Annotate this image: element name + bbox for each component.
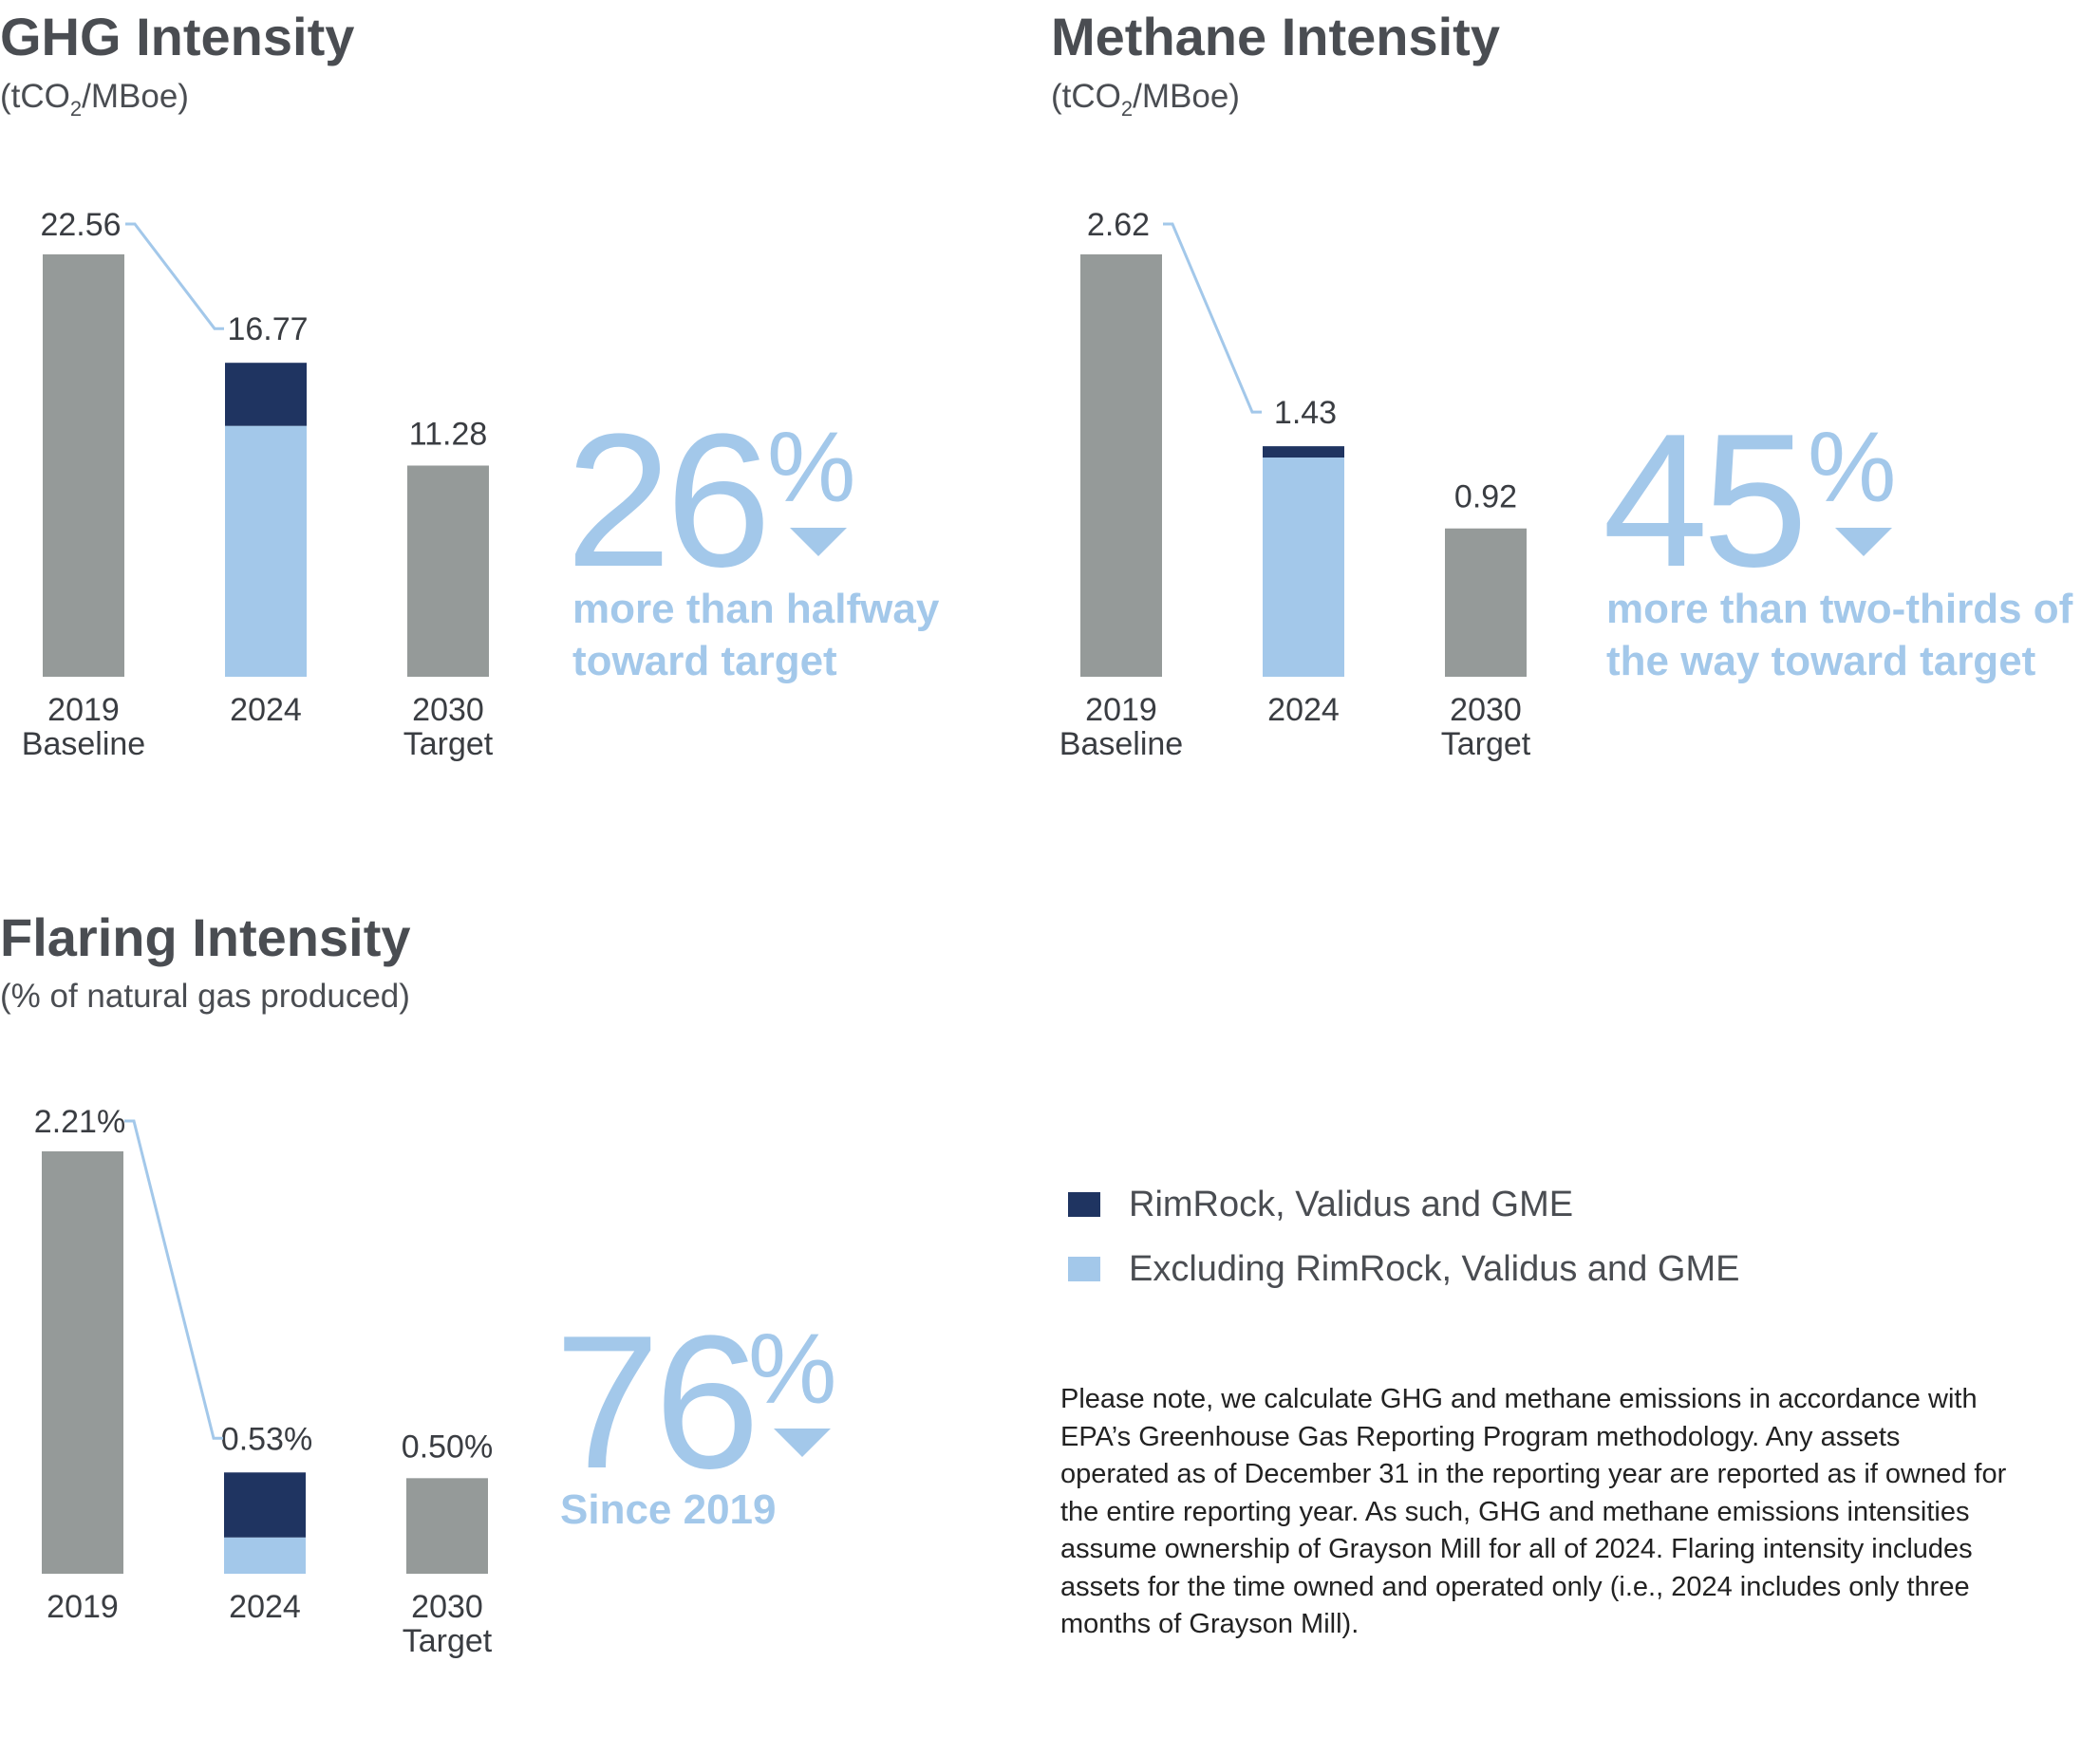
ghg-bar-2-rimrock <box>225 363 307 426</box>
methane-category-label-3-line2: Target <box>1441 726 1531 762</box>
flaring-bar-3 <box>406 1478 488 1574</box>
methane-unit-sub: 2 <box>1120 97 1134 121</box>
methane-value-label-1: 2.62 <box>1087 207 1150 243</box>
legend-label-excluding: Excluding RimRock, Validus and GME <box>1129 1248 1740 1289</box>
ghg-value-label-2: 16.77 <box>227 311 308 347</box>
methane-category-label-1-line2: Baseline <box>1059 726 1183 762</box>
methane-caption-line2: the way toward target <box>1606 638 2036 684</box>
footnote: Please note, we calculate GHG and methan… <box>1060 1384 2007 1639</box>
methane-unit-suffix: /MBoe) <box>1133 78 1240 115</box>
flaring-caption: Since 2019 <box>560 1486 777 1533</box>
ghg-category-label-1-line2: Baseline <box>22 726 145 762</box>
flaring-title: Flaring Intensity <box>0 907 411 967</box>
methane-bar-2-excluding <box>1263 458 1344 677</box>
flaring-down-arrow-icon <box>774 1429 831 1457</box>
methane-caption: more than two-thirds of the way toward ta… <box>1606 583 2072 687</box>
methane-category-label-3-line1: 2030 <box>1450 692 1522 728</box>
ghg-title: GHG Intensity <box>0 7 355 66</box>
flaring-category-label-3-line1: 2030 <box>411 1589 483 1625</box>
ghg-bar-1 <box>43 254 124 677</box>
ghg-unit-prefix: (tCO <box>0 78 70 115</box>
ghg-bar-2-excluding <box>225 425 307 677</box>
ghg-unit-suffix: /MBoe) <box>82 78 189 115</box>
flaring-bar-2-rimrock <box>224 1472 306 1538</box>
ghg-category-label-3-line2: Target <box>403 726 494 762</box>
legend-item-excluding: Excluding RimRock, Validus and GME <box>1068 1237 1739 1301</box>
flaring-big-number: 76 <box>554 1297 759 1508</box>
ghg-down-arrow-icon <box>790 528 847 556</box>
flaring-value-label-1: 2.21% <box>34 1104 125 1140</box>
ghg-category-label-1-line1: 2019 <box>47 692 120 728</box>
ghg-connector-line <box>125 222 224 330</box>
methane-bar-2-rimrock <box>1263 446 1344 458</box>
ghg-percent-sign: % <box>767 412 856 523</box>
methane-big-number: 45 <box>1603 395 1808 607</box>
methane-unit: (tCO2/MBoe) <box>1051 78 1240 121</box>
ghg-value-label-3: 11.28 <box>409 417 488 453</box>
legend-swatch-rimrock <box>1068 1192 1100 1217</box>
flaring-percent-sign: % <box>748 1314 837 1425</box>
ghg-value-label-1: 22.56 <box>40 207 121 243</box>
flaring-category-label-3-line2: Target <box>403 1623 493 1659</box>
flaring-value-label-2: 0.53% <box>221 1421 312 1457</box>
methane-connector-line <box>1163 222 1262 414</box>
methane-bar-1 <box>1080 254 1162 677</box>
ghg-bar-3 <box>407 465 489 677</box>
flaring-value-label-3: 0.50% <box>402 1429 493 1465</box>
methane-unit-prefix: (tCO <box>1051 78 1121 115</box>
flaring-category-label-1-line1: 2019 <box>47 1589 119 1625</box>
ghg-unit: (tCO2/MBoe) <box>0 78 189 121</box>
methane-title: Methane Intensity <box>1051 7 1500 66</box>
flaring-bar-1 <box>42 1151 123 1574</box>
legend-item-rimrock: RimRock, Validus and GME <box>1068 1172 1739 1237</box>
legend-label-rimrock: RimRock, Validus and GME <box>1129 1184 1574 1224</box>
methane-category-label-2-line1: 2024 <box>1267 692 1340 728</box>
flaring-unit: (% of natural gas produced) <box>0 978 410 1015</box>
methane-category-label-1-line1: 2019 <box>1085 692 1157 728</box>
ghg-category-label-2-line1: 2024 <box>230 692 302 728</box>
flaring-bar-2-excluding <box>224 1537 306 1574</box>
methane-value-label-2: 1.43 <box>1274 395 1337 431</box>
flaring-connector-line <box>124 1119 223 1440</box>
methane-percent-sign: % <box>1808 412 1897 523</box>
methane-caption-line1: more than two-thirds of <box>1606 586 2073 632</box>
methane-down-arrow-icon <box>1835 528 1892 556</box>
methane-bar-3 <box>1445 528 1527 677</box>
ghg-big-number: 26 <box>566 395 771 607</box>
flaring-category-label-2-line1: 2024 <box>229 1589 301 1625</box>
ghg-caption-line1: more than halfway <box>572 586 940 632</box>
legend: RimRock, Validus and GME Excluding RimRo… <box>1068 1172 1739 1301</box>
legend-swatch-excluding <box>1068 1257 1100 1281</box>
ghg-caption-line2: toward target <box>572 638 837 684</box>
ghg-caption: more than halfway toward target <box>572 583 939 687</box>
ghg-category-label-3-line1: 2030 <box>412 692 484 728</box>
ghg-unit-sub: 2 <box>69 97 83 121</box>
methane-value-label-3: 0.92 <box>1454 479 1517 515</box>
